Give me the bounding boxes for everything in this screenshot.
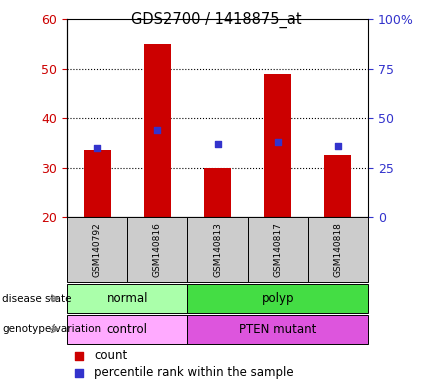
Text: GSM140813: GSM140813 — [213, 222, 222, 277]
Bar — [187, 315, 368, 344]
Bar — [187, 284, 368, 313]
Bar — [248, 217, 308, 282]
Text: GSM140792: GSM140792 — [93, 222, 102, 277]
Bar — [84, 150, 111, 217]
Text: count: count — [94, 349, 127, 362]
Bar — [127, 217, 187, 282]
Text: genotype/variation: genotype/variation — [2, 324, 101, 334]
Text: normal: normal — [107, 292, 148, 305]
Text: GSM140816: GSM140816 — [153, 222, 162, 277]
Point — [334, 143, 341, 149]
Text: PTEN mutant: PTEN mutant — [239, 323, 317, 336]
Bar — [187, 217, 248, 282]
Point — [275, 139, 281, 145]
Bar — [204, 167, 231, 217]
Point — [76, 370, 83, 376]
Point — [76, 353, 83, 359]
Point — [154, 127, 161, 133]
Bar — [264, 74, 291, 217]
Bar — [67, 217, 127, 282]
Text: polyp: polyp — [262, 292, 294, 305]
Bar — [67, 315, 187, 344]
Text: GSM140818: GSM140818 — [333, 222, 343, 277]
Point — [94, 145, 100, 151]
Bar — [144, 44, 171, 217]
Text: disease state: disease state — [2, 293, 72, 304]
Text: GDS2700 / 1418875_at: GDS2700 / 1418875_at — [131, 12, 302, 28]
Text: control: control — [107, 323, 148, 336]
Bar — [324, 155, 352, 217]
Bar — [308, 217, 368, 282]
Text: percentile rank within the sample: percentile rank within the sample — [94, 366, 294, 379]
Text: GSM140817: GSM140817 — [273, 222, 282, 277]
Point — [214, 141, 221, 147]
Bar — [67, 284, 187, 313]
